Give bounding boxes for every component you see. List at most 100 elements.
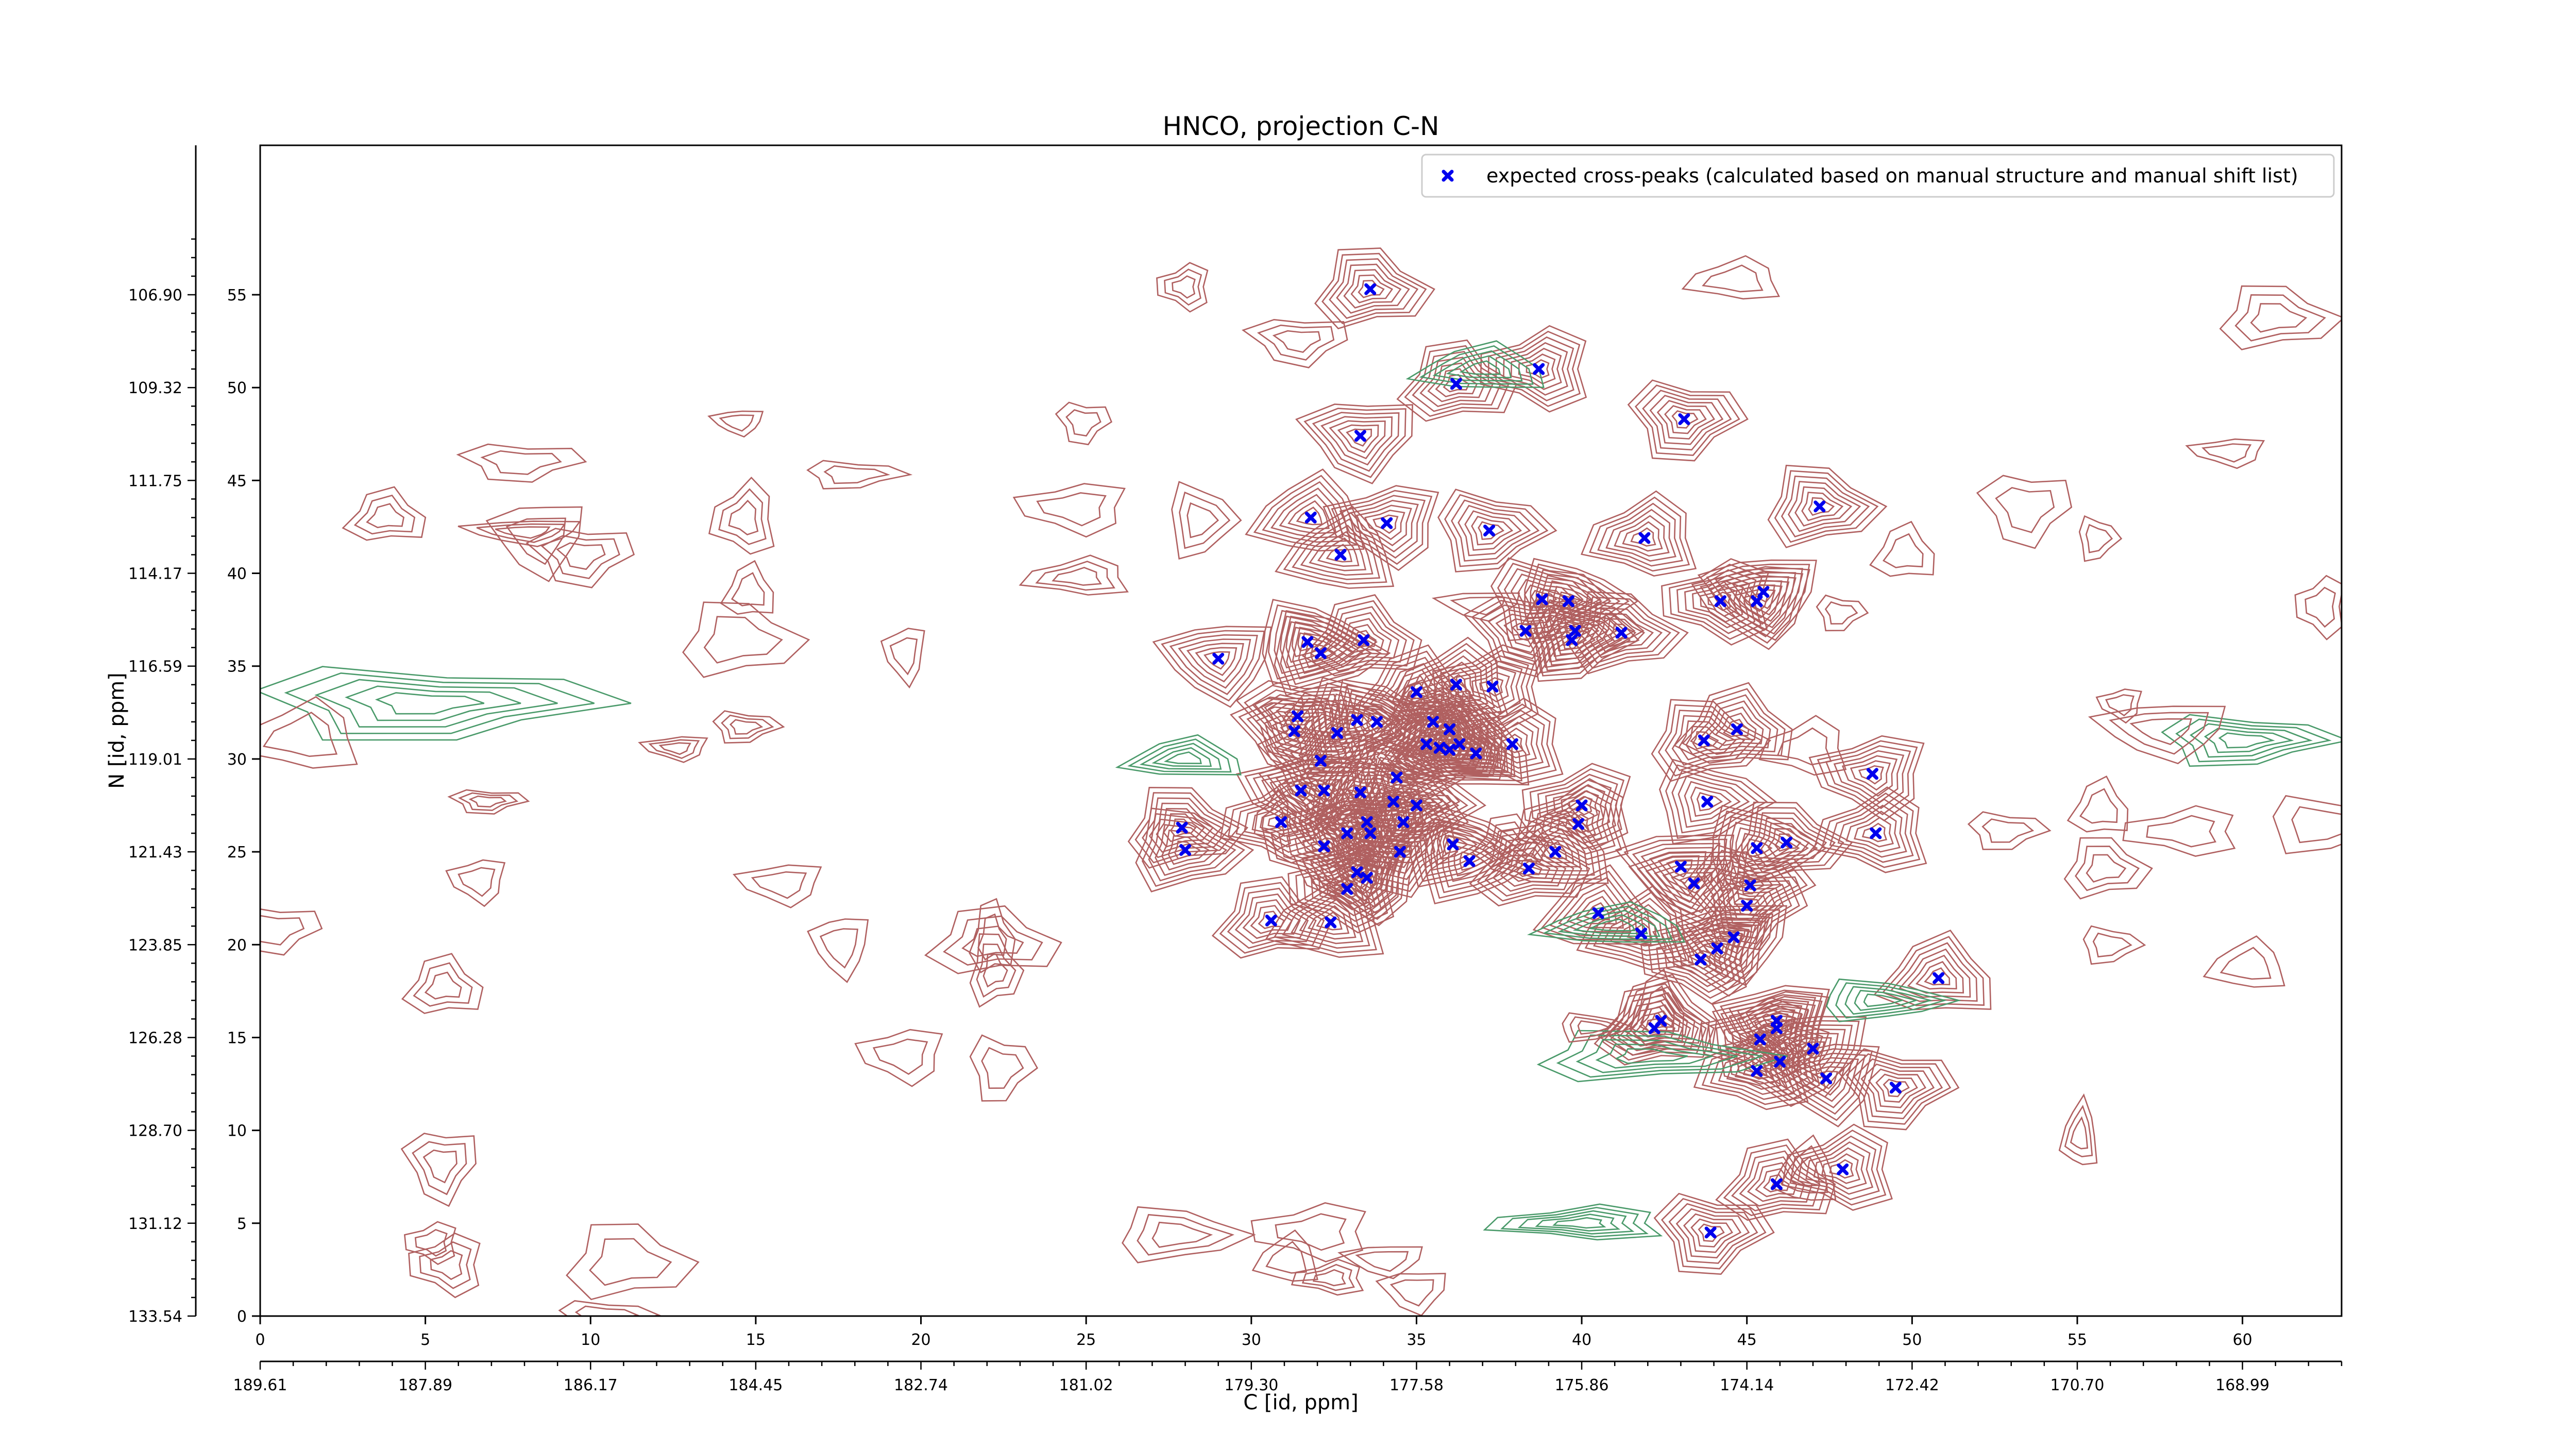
cross-peak-marker (1741, 900, 1753, 912)
contour-line (1303, 857, 1384, 922)
noise-contour (969, 1034, 1039, 1102)
contour-line (1735, 827, 1791, 869)
cross-peak-marker (1318, 784, 1330, 797)
x-ppm-tick-label: 186.17 (564, 1376, 618, 1394)
contour-line (1464, 510, 1522, 551)
noise-contour (2095, 688, 2143, 724)
noise-contour (1171, 481, 1242, 560)
contour-line (807, 918, 869, 983)
cross-peak-marker (1638, 532, 1651, 544)
contour-line (1706, 706, 1764, 746)
peak-contour (1152, 626, 1272, 708)
contour-line (2070, 1116, 2089, 1150)
contour-line (1171, 481, 1242, 560)
negative-contour (1115, 734, 1242, 776)
contour-line (1186, 643, 1244, 683)
cross-peak-marker (1295, 784, 1307, 797)
noise-contour (1375, 1273, 1446, 1316)
contour-line (1615, 1048, 1688, 1064)
contour-line (1690, 786, 1732, 817)
contour-line (1738, 876, 1765, 895)
cross-peak-marker (1592, 907, 1604, 919)
cross-peak-marker (1698, 734, 1710, 747)
contour-line (1687, 950, 1712, 970)
peak-contour (1517, 778, 1629, 866)
y-ppm-axis: 133.54 131.12 128.70 126.28 123.85 121.43 119.… (128, 145, 197, 1326)
contour-line (1526, 359, 1550, 379)
contour-line (1436, 829, 1478, 860)
contour-line (2175, 718, 2332, 763)
contour-line (1653, 1192, 1775, 1275)
x-ppm-tick-label: 168.99 (2215, 1376, 2269, 1394)
contour-line (1816, 594, 1869, 632)
y-ppm-tick-label: 133.54 (128, 1308, 182, 1326)
x-ppm-tick-label: 174.14 (1720, 1376, 1774, 1394)
contour-line (1781, 475, 1870, 538)
contour-line (1873, 929, 1992, 1010)
contour-line (1307, 905, 1350, 935)
contour-line (1532, 594, 1636, 668)
contour-line (1282, 886, 1370, 949)
contour-line (1805, 1141, 1874, 1195)
contour-line (1614, 515, 1670, 557)
plot-frame (259, 144, 2343, 1317)
contour-line (1326, 544, 1353, 563)
contour-line (1127, 786, 1249, 869)
contour-line (1179, 491, 1231, 549)
contour-line (1535, 1214, 1621, 1232)
noise-contour (1562, 1012, 1635, 1043)
contour-line (638, 736, 708, 763)
noise-contour (880, 628, 925, 689)
contour-line (1719, 930, 1746, 949)
peak-contour (1581, 490, 1697, 577)
contour-line (1838, 1048, 1960, 1131)
contour-line (1794, 1062, 1852, 1102)
contour-line (1115, 734, 1242, 776)
contour-line (1431, 823, 1487, 866)
noise-contour (1681, 255, 1781, 300)
contour-line (1653, 864, 1727, 914)
contour-line (260, 666, 632, 741)
contour-line (1569, 1016, 1623, 1039)
cross-peak-marker (1420, 738, 1433, 750)
noise-contour (1253, 788, 1291, 851)
contour-line (1817, 740, 1918, 816)
contour-line (1286, 821, 1355, 875)
cross-peak-marker (1212, 652, 1225, 665)
contour-line (589, 1238, 672, 1286)
contour-line (1466, 709, 1551, 774)
cross-peak-marker (1314, 755, 1327, 767)
contour-line (1311, 863, 1377, 917)
x-ppm-tick-label: 177.58 (1389, 1376, 1444, 1394)
contour-line (1148, 818, 1236, 882)
contour-line (1609, 910, 1667, 952)
contour-line (345, 685, 521, 721)
contour-line (1419, 357, 1494, 408)
contour-line (1640, 985, 1675, 1034)
contour-line (2291, 806, 2342, 844)
x-ppm-tick-label: 172.42 (1885, 1376, 1939, 1394)
cross-peak-marker (1351, 714, 1363, 726)
peak-contour (1480, 325, 1587, 413)
contour-line (1495, 336, 1574, 401)
contour-line (1436, 829, 1522, 894)
contour-line (1480, 325, 1587, 413)
contour-line (1511, 622, 1538, 642)
cross-peak-marker (1814, 500, 1826, 513)
noise-contour (2078, 515, 2123, 562)
contour-line (1588, 918, 1636, 932)
cross-peak-marker (1265, 914, 1277, 926)
contour-line (1542, 905, 1673, 940)
contour-line (2234, 294, 2326, 342)
contour-line (1348, 781, 1469, 864)
contour-line (1360, 706, 1402, 737)
contour-line (2063, 837, 2153, 900)
peak-contour (1526, 588, 1645, 674)
contour-line (1786, 1057, 1859, 1108)
cross-peak-marker (1522, 863, 1535, 875)
peak-contour (1323, 485, 1439, 571)
cross-peak-marker (1770, 1015, 1783, 1027)
legend-box (1421, 154, 2335, 198)
contour-line (456, 443, 587, 483)
contour-line (1430, 823, 1531, 899)
